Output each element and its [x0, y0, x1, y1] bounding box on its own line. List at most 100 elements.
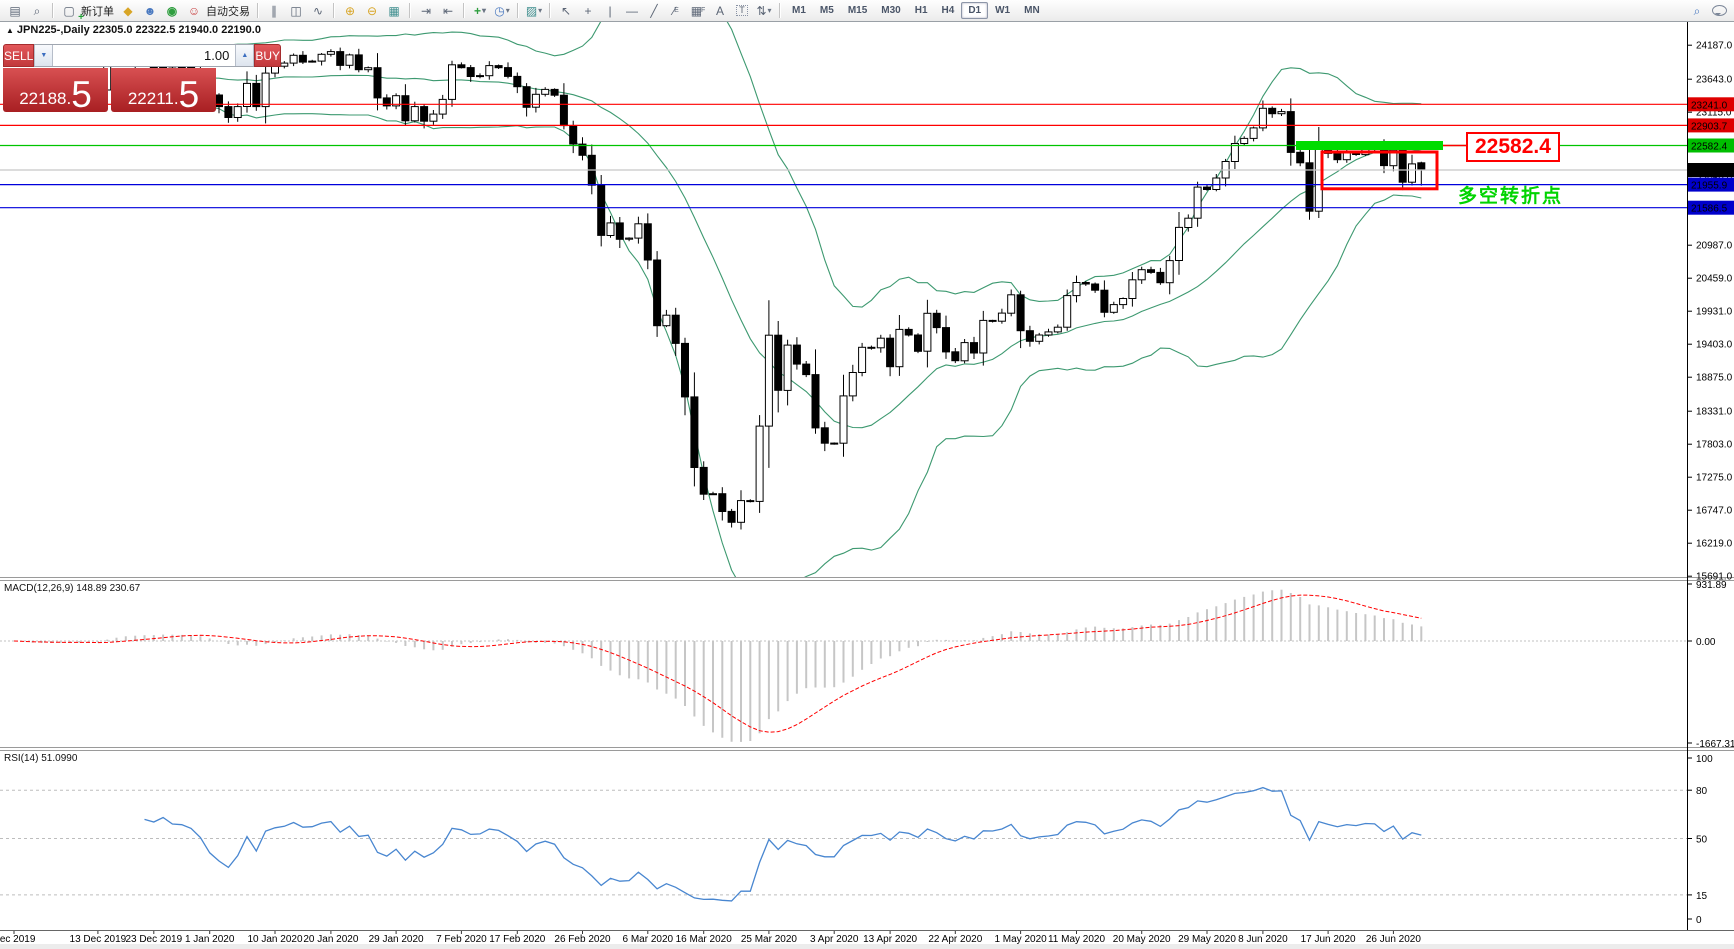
date-tick-label: 29 Jan 2020 [369, 934, 424, 945]
volume-stepper: ▼ ▲ [34, 44, 255, 67]
timeframe-h4[interactable]: H4 [941, 5, 955, 16]
price-tick-label: 23115.0 [1696, 108, 1732, 119]
dropdown-icon: ▾ [767, 5, 772, 15]
date-tick-label: 22 Apr 2020 [928, 934, 982, 945]
bar-chart-icon[interactable]: ∥ [271, 3, 277, 18]
profile-icon[interactable]: ☻ [143, 3, 157, 18]
autotrading-label[interactable]: 自动交易 [206, 5, 250, 18]
charts-window-icon[interactable]: ▤ [9, 3, 21, 18]
date-tick-label: 20 May 2020 [1113, 934, 1171, 945]
autotrading-icon[interactable]: ☺ [187, 3, 201, 18]
price-badge [1688, 177, 1734, 192]
toolbar-separator [463, 3, 465, 18]
price-badge [1688, 97, 1734, 112]
indicators-icon[interactable]: + ▾ [469, 2, 491, 20]
panel-separators [0, 577, 1734, 751]
sell-button[interactable]: SELL [3, 44, 35, 67]
date-tick-label: Dec 2019 [0, 934, 36, 945]
date-tick-label: 1 May 2020 [994, 934, 1047, 945]
price-badge-label: 22903.7 [1691, 121, 1728, 132]
equidistant-channel-icon[interactable]: ∕ E [665, 2, 687, 20]
chat-icon[interactable] [1708, 2, 1730, 20]
signal-icon[interactable]: ◉ [166, 3, 178, 18]
price-tick-label: 20987.0 [1696, 241, 1733, 252]
svg-text:0: 0 [1696, 915, 1702, 926]
rsi-panel-content [0, 786, 1687, 902]
price-tick-label: 24187.0 [1696, 41, 1733, 52]
new-order-label[interactable]: 新订单 [81, 5, 114, 18]
price-axis[interactable]: 24187.023643.023115.022587.022059.021531… [1687, 41, 1734, 583]
arrows-glyph: ⇅ [756, 3, 767, 18]
price-tick-label: 17275.0 [1696, 473, 1733, 484]
macd-signal-line [13, 594, 1422, 733]
zoom-in-icon[interactable]: ⊕ [344, 3, 356, 18]
svg-text:80: 80 [1696, 786, 1708, 797]
price-tick-label: 16219.0 [1696, 539, 1733, 550]
search-icon[interactable]: ⌕ [1693, 3, 1701, 18]
timeframe-h1[interactable]: H1 [914, 5, 928, 16]
label-glyph: T [736, 5, 748, 16]
timeframe-mn[interactable]: MN [1024, 5, 1040, 16]
candlestick-series [10, 46, 1426, 530]
timeframe-m30[interactable]: M30 [881, 5, 901, 16]
volume-increase-button[interactable]: ▲ [235, 45, 255, 66]
one-click-trade-panel: SELL ▼ ▲ BUY 22188.5 22211.5 [3, 44, 282, 113]
fibonacci-letter: F [701, 7, 706, 14]
svg-text:50: 50 [1696, 835, 1708, 846]
timeframe-m1[interactable]: M1 [792, 5, 806, 16]
price-badge-label: 21586.5 [1691, 204, 1728, 215]
new-order-icon[interactable]: ▢ + [58, 2, 84, 23]
chart-shift-icon[interactable]: ⇤ [442, 3, 454, 18]
date-tick-label: 17 Feb 2020 [489, 934, 546, 945]
dropdown-icon: ▾ [505, 5, 510, 15]
consolidation-rectangle[interactable] [1320, 150, 1439, 191]
periods-icon[interactable]: ◷ ▾ [491, 2, 513, 20]
symbol-arrow-icon: ▲ [6, 26, 14, 35]
cursor-icon[interactable]: ↖ [560, 3, 572, 18]
trendline-icon[interactable]: ╱ [650, 3, 658, 18]
fibonacci-icon[interactable]: ▦ F [687, 2, 709, 20]
green-resistance-bar[interactable] [1296, 141, 1443, 150]
toolbar-separator [517, 3, 519, 18]
timeframe-m15[interactable]: M15 [847, 5, 868, 16]
auto-scroll-icon[interactable]: ⇥ [420, 3, 432, 18]
timeframe-w1[interactable]: W1 [995, 5, 1011, 16]
timeframe-m5[interactable]: M5 [819, 5, 834, 16]
vertical-line-icon[interactable]: | [608, 3, 612, 18]
templates-icon[interactable]: ▨ ▾ [523, 2, 545, 20]
template-glyph: ▨ [525, 3, 538, 18]
buy-price-main: 22211. [127, 89, 179, 108]
horizontal-line-icon[interactable]: — [626, 3, 638, 18]
date-tick-label: 11 May 2020 [1048, 934, 1106, 945]
svg-text:0.00: 0.00 [1696, 637, 1716, 648]
sell-price[interactable]: 22188. 5 [3, 68, 108, 113]
date-tick-label: 26 Feb 2020 [554, 934, 611, 945]
volume-input[interactable] [53, 45, 236, 66]
tile-windows-icon[interactable]: ▦ [388, 3, 400, 18]
price-tick-label: 15691.0 [1696, 572, 1733, 583]
candlestick-chart-icon[interactable]: ◫ [290, 3, 302, 18]
symbol-ohlc-text: JPN225-,Daily 22305.0 22322.5 21940.0 22… [16, 24, 261, 36]
buy-button[interactable]: BUY [254, 44, 282, 67]
zoom-out-icon[interactable]: ⊖ [366, 3, 378, 18]
timeframe-d1[interactable]: D1 [961, 2, 989, 19]
svg-text:931.89: 931.89 [1696, 580, 1727, 591]
date-tick-label: 29 May 2020 [1178, 934, 1236, 945]
horizontal-levels [0, 103, 1687, 209]
crosshair-icon[interactable]: + [584, 3, 592, 18]
price-badge [1688, 200, 1734, 215]
toolbar-separator [257, 3, 259, 18]
buy-price[interactable]: 22211. 5 [111, 68, 216, 113]
text-tool-icon[interactable]: A [715, 3, 724, 18]
label-tool-icon[interactable]: T [731, 2, 753, 20]
market-watch-icon[interactable]: ⌕ [33, 3, 41, 18]
line-chart-icon[interactable]: ∿ [312, 3, 324, 18]
turning-point-annotation[interactable]: 多空转折点 [1458, 186, 1564, 207]
history-center-icon[interactable]: ◆ [123, 3, 133, 18]
volume-decrease-button[interactable]: ▼ [34, 45, 54, 66]
arrows-tool-icon[interactable]: ⇅ ▾ [753, 2, 775, 20]
date-tick-label: 7 Feb 2020 [436, 934, 487, 945]
price-flag-label[interactable]: 22582.4 [1466, 132, 1560, 162]
